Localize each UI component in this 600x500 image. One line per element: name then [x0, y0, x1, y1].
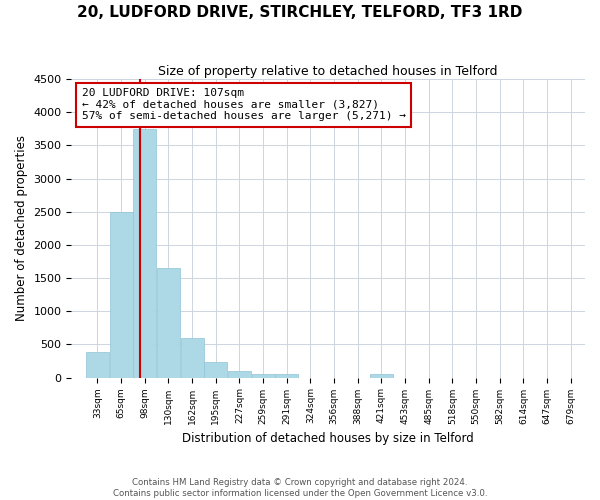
Bar: [228, 371, 251, 378]
Bar: [110, 212, 133, 378]
Text: Contains HM Land Registry data © Crown copyright and database right 2024.
Contai: Contains HM Land Registry data © Crown c…: [113, 478, 487, 498]
Bar: [133, 129, 157, 378]
Bar: [204, 362, 227, 378]
Title: Size of property relative to detached houses in Telford: Size of property relative to detached ho…: [158, 65, 498, 78]
Bar: [157, 268, 180, 378]
Bar: [370, 374, 393, 378]
Y-axis label: Number of detached properties: Number of detached properties: [15, 136, 28, 322]
X-axis label: Distribution of detached houses by size in Telford: Distribution of detached houses by size …: [182, 432, 474, 445]
Bar: [86, 352, 109, 378]
Text: 20 LUDFORD DRIVE: 107sqm
← 42% of detached houses are smaller (3,827)
57% of sem: 20 LUDFORD DRIVE: 107sqm ← 42% of detach…: [82, 88, 406, 122]
Bar: [181, 338, 204, 378]
Bar: [251, 374, 275, 378]
Text: 20, LUDFORD DRIVE, STIRCHLEY, TELFORD, TF3 1RD: 20, LUDFORD DRIVE, STIRCHLEY, TELFORD, T…: [77, 5, 523, 20]
Bar: [275, 374, 298, 378]
